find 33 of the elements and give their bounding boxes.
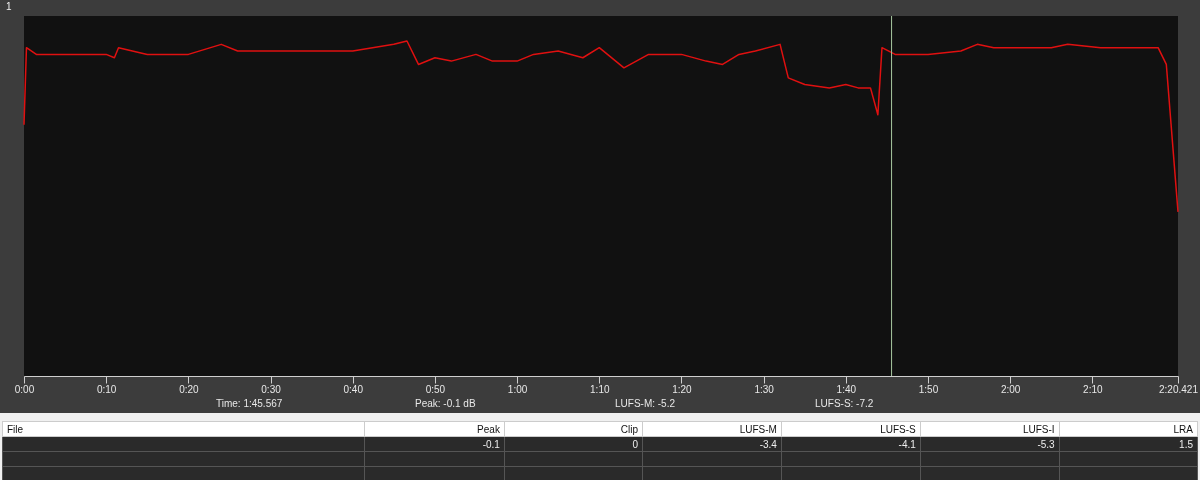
text: 0 <box>504 436 643 452</box>
x-tick-label: 1:50 <box>918 383 939 395</box>
text: -0.1 <box>364 436 505 452</box>
text: File <box>2 421 365 437</box>
chart-title: 1 <box>6 1 12 12</box>
x-tick-label: 2:20.421 <box>1159 383 1199 395</box>
text: Peak: -0.1 dB <box>415 398 476 409</box>
x-tick-label: 2:10 <box>1083 383 1104 395</box>
text: LUFS-S <box>781 421 921 437</box>
x-tick-label: 0:20 <box>179 383 200 395</box>
text: LUFS-I <box>920 421 1060 437</box>
x-tick-label: 1:30 <box>754 383 775 395</box>
x-tick-label: 0:30 <box>261 383 282 395</box>
text: LUFS-S: -7.2 <box>815 398 874 409</box>
text: -3.4 <box>642 436 782 452</box>
x-tick-label: 2:00 <box>1000 383 1021 395</box>
x-tick-label: 1:00 <box>507 383 528 395</box>
x-tick-label: 0:50 <box>425 383 446 395</box>
x-tick-label: 0:10 <box>96 383 117 395</box>
x-tick-label: 1:40 <box>836 383 857 395</box>
text: 1.5 <box>1059 436 1198 452</box>
text: LUFS-M <box>642 421 782 437</box>
text: Time: 1:45.567 <box>216 398 283 409</box>
text: -5.3 <box>920 436 1060 452</box>
x-tick-label: 0:00 <box>14 383 35 395</box>
x-tick-label: 0:40 <box>343 383 364 395</box>
text: LUFS-M: -5.2 <box>615 398 676 409</box>
text: -4.1 <box>781 436 921 452</box>
x-tick-label: 1:10 <box>590 383 610 395</box>
text: Clip <box>504 421 643 437</box>
text: LRA <box>1059 421 1198 437</box>
x-tick-label: 1:20 <box>672 383 693 395</box>
text: Peak <box>364 421 505 437</box>
